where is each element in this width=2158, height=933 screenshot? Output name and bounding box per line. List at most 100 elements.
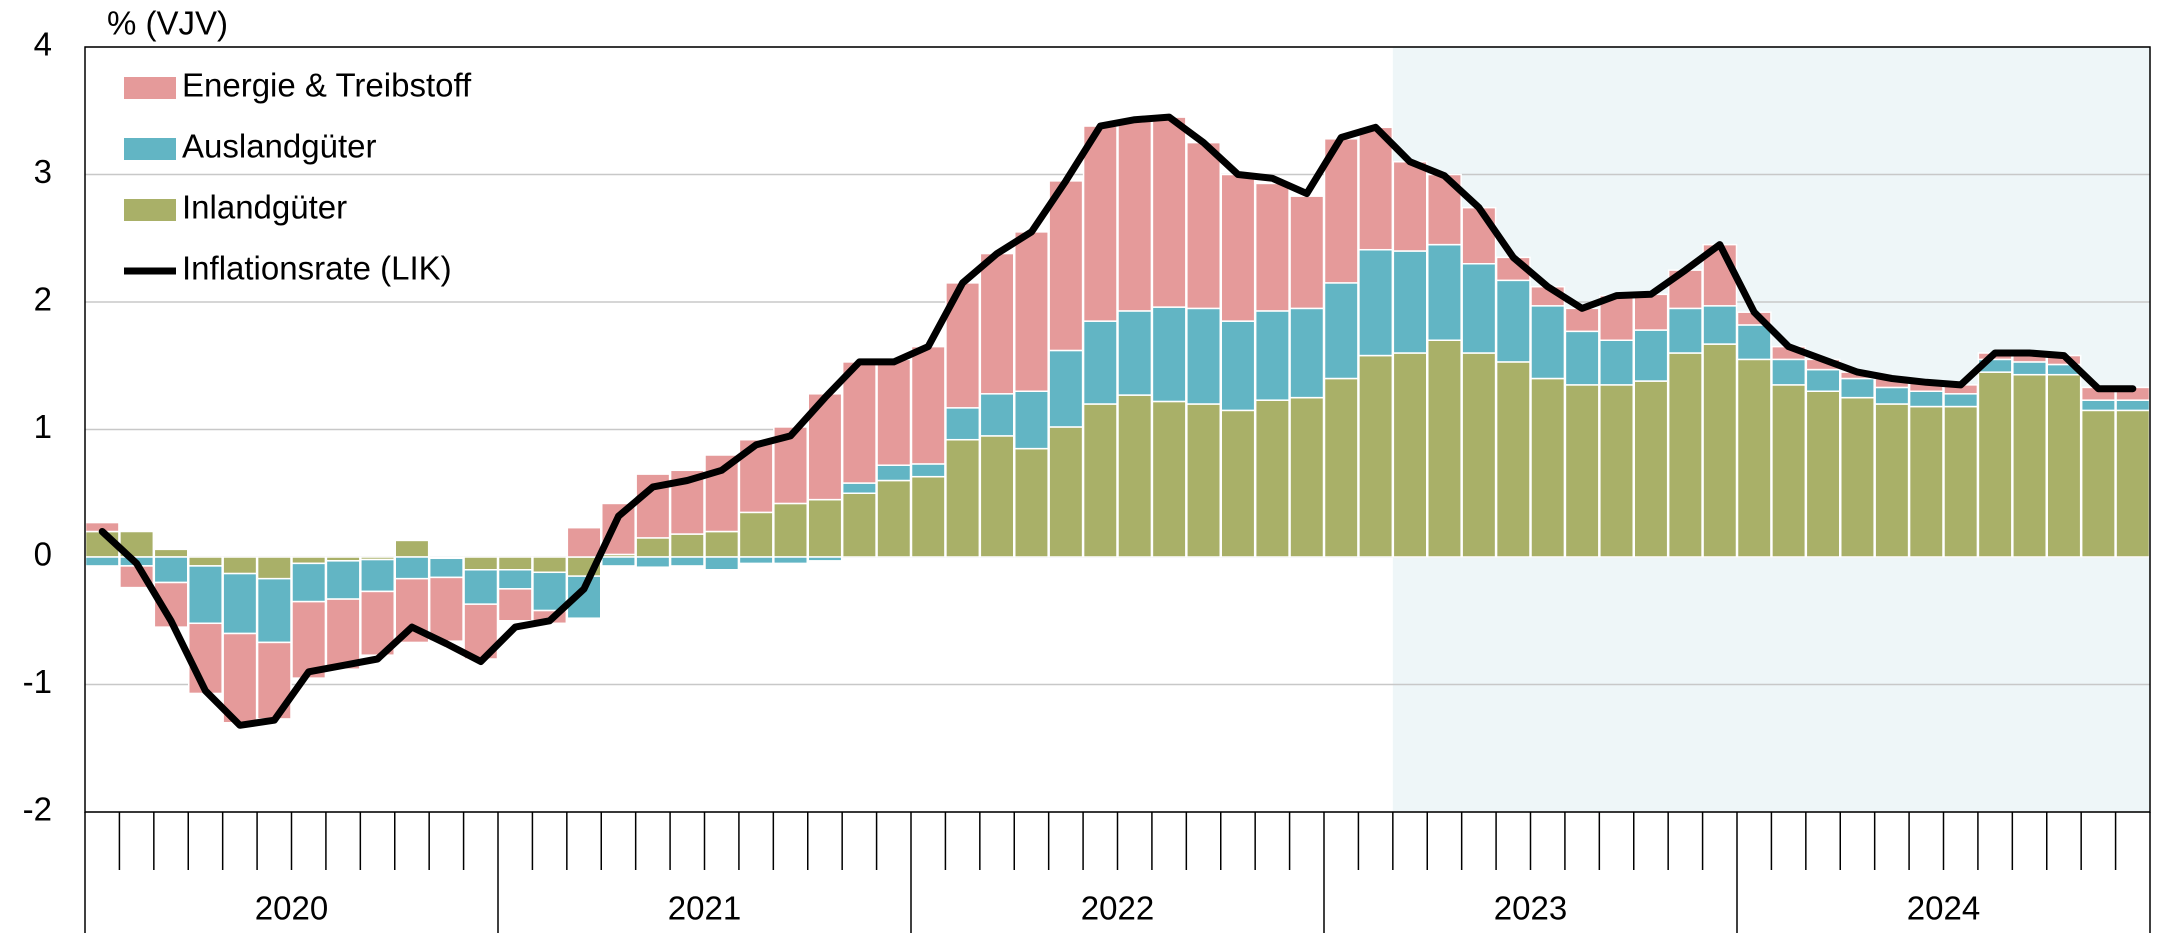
bar-segment [428, 576, 464, 642]
bar-segment [979, 393, 1015, 437]
bar-segment [1874, 403, 1910, 558]
bar-segment [1117, 310, 1153, 396]
bar-segment [1667, 307, 1703, 354]
bar-segment [188, 565, 223, 625]
bar-segment [1014, 231, 1049, 392]
bar-segment [2080, 399, 2116, 412]
bar-segment [1323, 377, 1359, 558]
bar-segment [2012, 361, 2048, 376]
bar-segment [1564, 330, 1600, 386]
bar-segment [1117, 118, 1153, 312]
bar-segment [153, 548, 189, 558]
bar-segment [704, 530, 740, 558]
bar-segment [1530, 305, 1566, 380]
bar-segment [1186, 403, 1222, 558]
bar-segment [945, 438, 981, 558]
bar-segment [497, 569, 533, 590]
bar-segment [1117, 394, 1153, 558]
bar-segment [1289, 307, 1325, 399]
bar-segment [979, 435, 1015, 558]
bar-segment [2046, 373, 2082, 558]
bar-segment [704, 556, 740, 571]
bar-segment [1323, 138, 1359, 284]
bar-segment [1495, 279, 1531, 363]
bar-segment [1186, 141, 1222, 310]
bar-segment [188, 556, 223, 567]
bar-segment [1254, 310, 1290, 401]
bar-segment [222, 572, 258, 635]
bar-segment [532, 556, 568, 574]
bar-segment [1633, 293, 1669, 331]
bar-segment [2115, 409, 2151, 558]
bar-segment [1530, 377, 1566, 558]
bar-segment [601, 556, 636, 567]
bar-segment [1805, 368, 1841, 393]
bar-segment [291, 556, 327, 565]
bar-segment [1254, 399, 1290, 558]
bar-segment [1736, 358, 1772, 558]
y-tick-label: 4 [34, 26, 52, 63]
y-tick-label: -2 [23, 791, 52, 828]
bar-segment [1667, 352, 1703, 558]
bar-segment [876, 358, 912, 466]
bar-segment [807, 556, 843, 562]
bar-segment [1840, 396, 1875, 558]
bar-segment [1151, 306, 1187, 403]
bar-segment [1633, 329, 1669, 382]
bar-segment [1977, 371, 2013, 558]
bar-segment [1392, 250, 1428, 354]
bar-segment [1254, 182, 1290, 312]
bar-segment [1289, 195, 1325, 310]
bar-segment [1943, 405, 1979, 558]
bar-segment [841, 482, 877, 494]
bar-segment [1358, 248, 1394, 357]
bar-segment [1805, 390, 1841, 558]
bar-segment [1082, 125, 1118, 322]
bar-segment [1771, 384, 1807, 558]
bar-segment [1427, 339, 1462, 558]
bar-segment [463, 556, 499, 571]
bar-segment [1220, 409, 1256, 558]
bar-segment [497, 556, 533, 571]
bar-segment [566, 526, 602, 558]
bar-segment [153, 556, 189, 584]
bar-segment [1564, 384, 1600, 558]
bar-segment [1048, 180, 1084, 352]
x-group-label: 2023 [1494, 890, 1567, 927]
bar-segment [876, 479, 912, 558]
bar-segment [773, 556, 808, 565]
bar-segment [1082, 320, 1118, 405]
x-group-label: 2020 [255, 890, 328, 927]
legend-label: Inlandgüter [182, 189, 347, 226]
bar-segment [325, 560, 361, 600]
bar-segment [1151, 116, 1187, 308]
bar-segment [1840, 377, 1875, 399]
bar-segment [1461, 206, 1497, 265]
bar-segment [1186, 307, 1222, 405]
bar-segment [910, 463, 946, 478]
legend-swatch [124, 77, 176, 99]
bar-segment [1943, 393, 1979, 408]
bar-segment [1014, 447, 1049, 558]
bar-segment [1289, 396, 1325, 558]
bar-segment [291, 600, 327, 679]
bar-segment [1461, 352, 1497, 558]
x-group-label: 2024 [1907, 890, 1980, 927]
bar-segment [1082, 403, 1118, 558]
legend-swatch [124, 199, 176, 221]
bar-segment [910, 345, 946, 465]
bar-segment [1151, 400, 1187, 558]
bar-segment [360, 558, 396, 593]
bar-segment [841, 492, 877, 558]
bar-segment [1461, 263, 1497, 354]
bar-segment [1908, 390, 1944, 408]
legend-swatch [124, 138, 176, 160]
bar-segment [1014, 390, 1049, 450]
bar-segment [1599, 384, 1635, 558]
y-axis-label: % (VJV) [107, 5, 228, 42]
bar-segment [1495, 361, 1531, 558]
bar-segment [2080, 409, 2116, 558]
bar-segment [84, 556, 120, 567]
bar-segment [1358, 354, 1394, 558]
